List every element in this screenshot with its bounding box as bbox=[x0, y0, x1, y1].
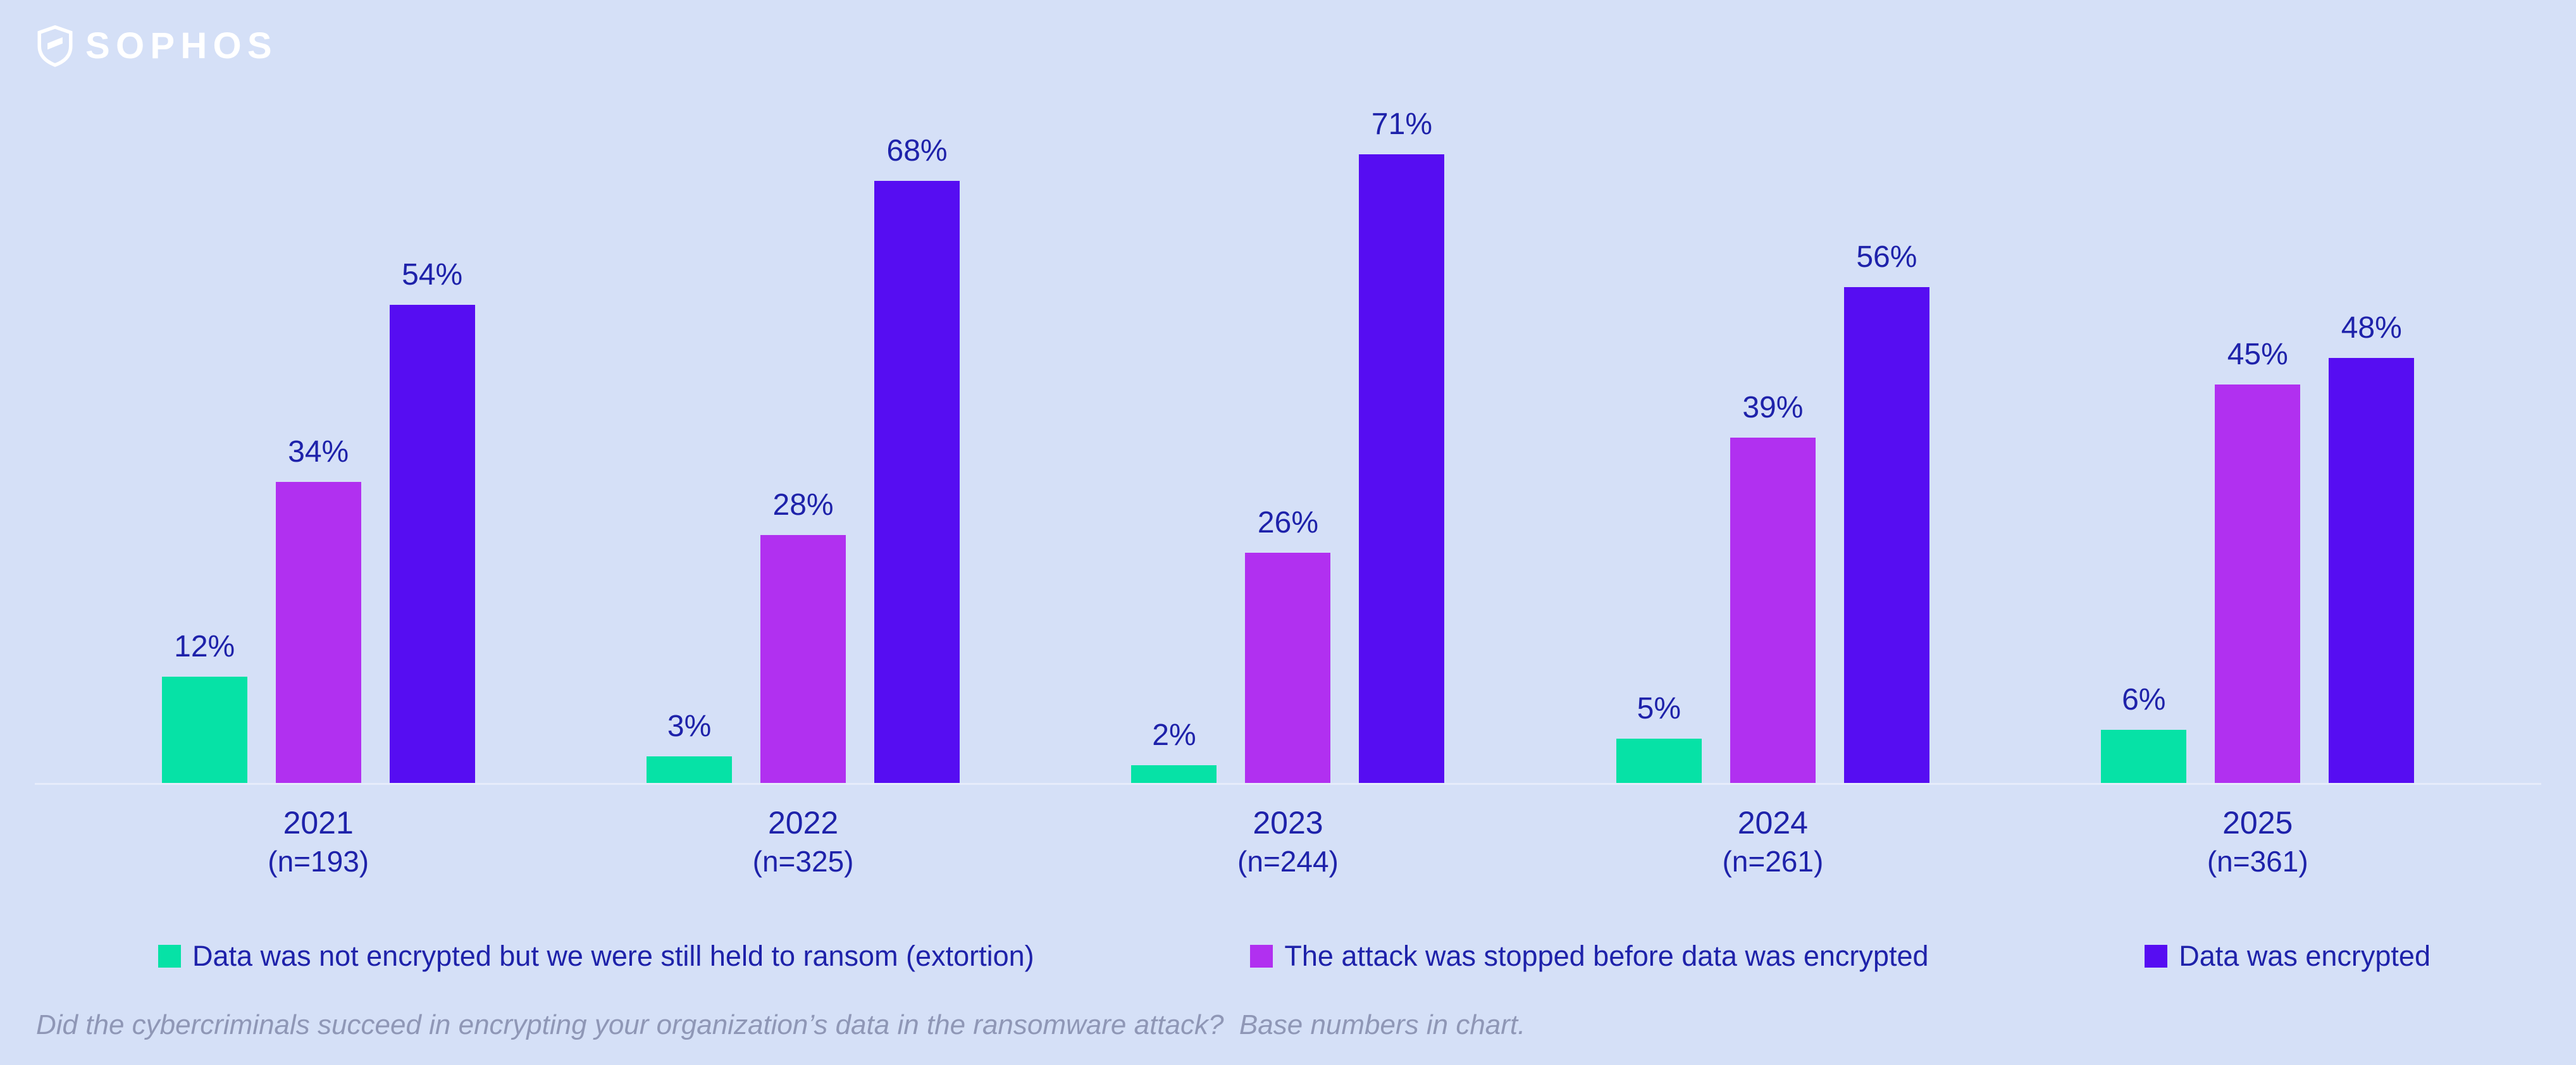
bar-with-label: 28% bbox=[760, 488, 846, 783]
bar-with-label: 45% bbox=[2215, 337, 2301, 783]
legend-item-stopped: The attack was stopped before data was e… bbox=[1250, 940, 1929, 973]
bar-encrypted bbox=[389, 305, 475, 783]
bar-cluster: 2% 26% 71% bbox=[1131, 89, 1445, 783]
bar-extortion bbox=[161, 677, 247, 783]
bar-encrypted bbox=[1359, 154, 1445, 783]
category-year: 2022 bbox=[767, 805, 839, 840]
category-base-n: (n=244) bbox=[1237, 844, 1339, 878]
bar-value-label: 6% bbox=[2122, 683, 2166, 717]
bar-encrypted bbox=[2329, 358, 2415, 783]
legend-label-stopped: The attack was stopped before data was e… bbox=[1284, 940, 1929, 972]
sophos-logo: SOPHOS bbox=[36, 25, 278, 67]
bar-extortion bbox=[647, 756, 733, 783]
bar-value-label: 26% bbox=[1257, 506, 1318, 539]
bar-cluster: 12% 34% 54% bbox=[161, 89, 475, 783]
bar-extortion bbox=[2101, 730, 2187, 783]
bar-cluster: 5% 39% 56% bbox=[1616, 89, 1929, 783]
category-year: 2023 bbox=[1253, 805, 1323, 840]
bar-stopped bbox=[1245, 553, 1331, 783]
bar-with-label: 2% bbox=[1131, 718, 1217, 783]
bar-value-label: 54% bbox=[402, 258, 463, 292]
category-base-n: (n=261) bbox=[1722, 844, 1824, 878]
bar-with-label: 34% bbox=[275, 434, 361, 783]
chart-groups: 12% 34% 54% 2021 (n=193) 3% 28% 68% 2022 (n=325) 2… bbox=[76, 89, 2500, 880]
bar-value-label: 45% bbox=[2227, 338, 2288, 371]
legend-label-extortion: Data was not encrypted but we were still… bbox=[192, 940, 1034, 972]
legend-swatch-stopped bbox=[1250, 945, 1273, 968]
legend-item-extortion: Data was not encrypted but we were still… bbox=[158, 940, 1034, 973]
bar-with-label: 68% bbox=[874, 133, 960, 783]
category-group: 12% 34% 54% 2021 (n=193) bbox=[161, 89, 475, 880]
bar-stopped bbox=[2215, 385, 2301, 783]
category-year: 2025 bbox=[2222, 805, 2293, 840]
bar-encrypted bbox=[874, 181, 960, 783]
bar-with-label: 39% bbox=[1730, 390, 1816, 783]
bar-with-label: 48% bbox=[2329, 311, 2415, 783]
shield-icon bbox=[36, 25, 74, 67]
bar-extortion bbox=[1131, 765, 1217, 783]
bar-stopped bbox=[275, 482, 361, 783]
bar-value-label: 3% bbox=[667, 710, 712, 743]
category-year: 2021 bbox=[283, 805, 354, 840]
category-base-n: (n=325) bbox=[752, 844, 854, 878]
bar-with-label: 26% bbox=[1245, 505, 1331, 783]
bar-value-label: 71% bbox=[1371, 108, 1432, 141]
category-label: 2021 (n=193) bbox=[268, 803, 369, 880]
category-group: 5% 39% 56% 2024 (n=261) bbox=[1616, 89, 1929, 880]
category-label: 2024 (n=261) bbox=[1722, 803, 1823, 880]
category-label: 2022 (n=325) bbox=[753, 803, 854, 880]
category-group: 6% 45% 48% 2025 (n=361) bbox=[2101, 89, 2415, 880]
bar-with-label: 54% bbox=[389, 257, 475, 783]
bar-value-label: 5% bbox=[1637, 692, 1681, 725]
category-group: 3% 28% 68% 2022 (n=325) bbox=[647, 89, 960, 880]
bar-value-label: 28% bbox=[772, 488, 834, 522]
bar-stopped bbox=[1730, 438, 1816, 783]
bar-value-label: 56% bbox=[1856, 240, 1917, 274]
category-label: 2023 (n=244) bbox=[1237, 803, 1339, 880]
legend-swatch-extortion bbox=[158, 945, 181, 968]
footnote: Did the cybercriminals succeed in encryp… bbox=[36, 1009, 1526, 1040]
x-axis-line bbox=[35, 783, 2541, 785]
bar-with-label: 12% bbox=[161, 629, 247, 783]
bar-value-label: 68% bbox=[886, 134, 948, 168]
legend-item-encrypted: Data was encrypted bbox=[2145, 940, 2430, 973]
category-base-n: (n=361) bbox=[2207, 844, 2308, 878]
bar-with-label: 5% bbox=[1616, 691, 1702, 783]
bar-cluster: 3% 28% 68% bbox=[647, 89, 960, 783]
bar-with-label: 6% bbox=[2101, 682, 2187, 783]
bar-with-label: 3% bbox=[647, 709, 733, 783]
bar-value-label: 2% bbox=[1152, 718, 1196, 752]
legend-label-encrypted: Data was encrypted bbox=[2179, 940, 2430, 972]
legend-swatch-encrypted bbox=[2145, 945, 2168, 968]
category-base-n: (n=193) bbox=[268, 844, 369, 878]
bar-value-label: 34% bbox=[288, 435, 349, 469]
bar-value-label: 48% bbox=[2341, 311, 2402, 345]
logo-wordmark: SOPHOS bbox=[85, 25, 278, 66]
bar-stopped bbox=[760, 535, 846, 783]
bar-value-label: 39% bbox=[1742, 391, 1804, 424]
category-group: 2% 26% 71% 2023 (n=244) bbox=[1131, 89, 1445, 880]
bar-encrypted bbox=[1843, 287, 1929, 783]
bar-with-label: 56% bbox=[1843, 240, 1929, 783]
bar-extortion bbox=[1616, 739, 1702, 783]
category-year: 2024 bbox=[1737, 805, 1808, 840]
bar-with-label: 71% bbox=[1359, 107, 1445, 783]
legend: Data was not encrypted but we were still… bbox=[158, 940, 2430, 973]
bar-value-label: 12% bbox=[174, 630, 235, 663]
bar-cluster: 6% 45% 48% bbox=[2101, 89, 2415, 783]
category-label: 2025 (n=361) bbox=[2207, 803, 2308, 880]
